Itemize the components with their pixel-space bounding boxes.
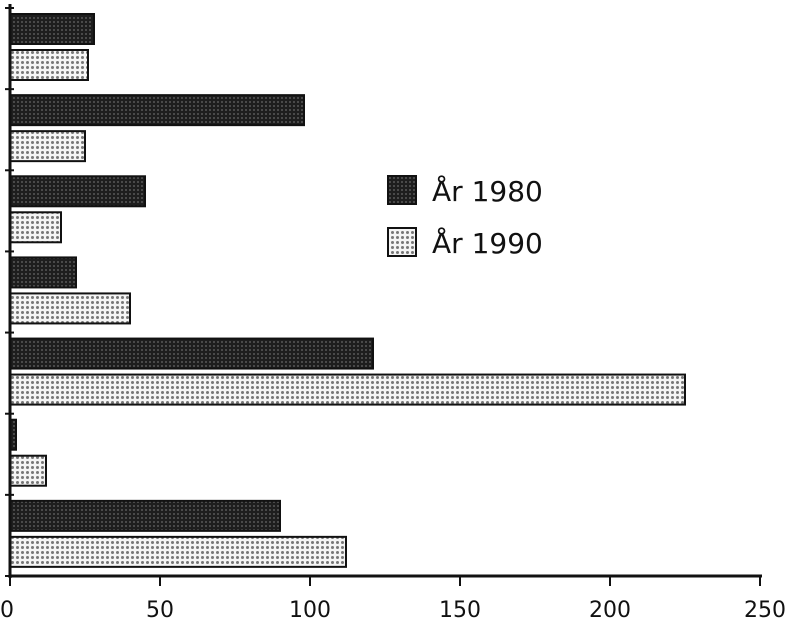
x-tick-label: 200 [589, 598, 631, 623]
bar-1990-1 [9, 49, 89, 81]
bar-1990-7 [9, 535, 347, 568]
bar-1980-7 [9, 499, 281, 532]
bar-1980-4 [9, 256, 77, 289]
ticks-group: 0 50 100 150 200 250 [0, 576, 786, 623]
bar-1990-6 [9, 454, 47, 487]
bar-1980-3 [9, 175, 146, 208]
bar-1990-2 [9, 130, 86, 163]
bar-1980-2 [9, 94, 305, 127]
legend-swatch-1980 [387, 175, 417, 205]
x-tick-label: 250 [744, 598, 786, 623]
bar-1990-4 [9, 292, 131, 325]
legend-label-1990: År 1990 [432, 226, 543, 260]
legend-swatch-1990 [387, 227, 417, 257]
x-tick-label: 150 [439, 598, 481, 623]
bar-1980-5 [9, 337, 374, 370]
x-tick-label: 100 [289, 598, 331, 623]
bar-1990-5 [9, 373, 686, 406]
x-tick-label: 0 [0, 598, 14, 623]
legend: År 1980 År 1990 [387, 174, 543, 260]
legend-label-1980: År 1980 [432, 174, 543, 208]
axes-group [5, 4, 762, 578]
bar-1980-1 [9, 13, 95, 45]
bars-group [9, 13, 686, 568]
x-tick-label: 50 [146, 598, 174, 623]
bar-1990-3 [9, 211, 62, 244]
